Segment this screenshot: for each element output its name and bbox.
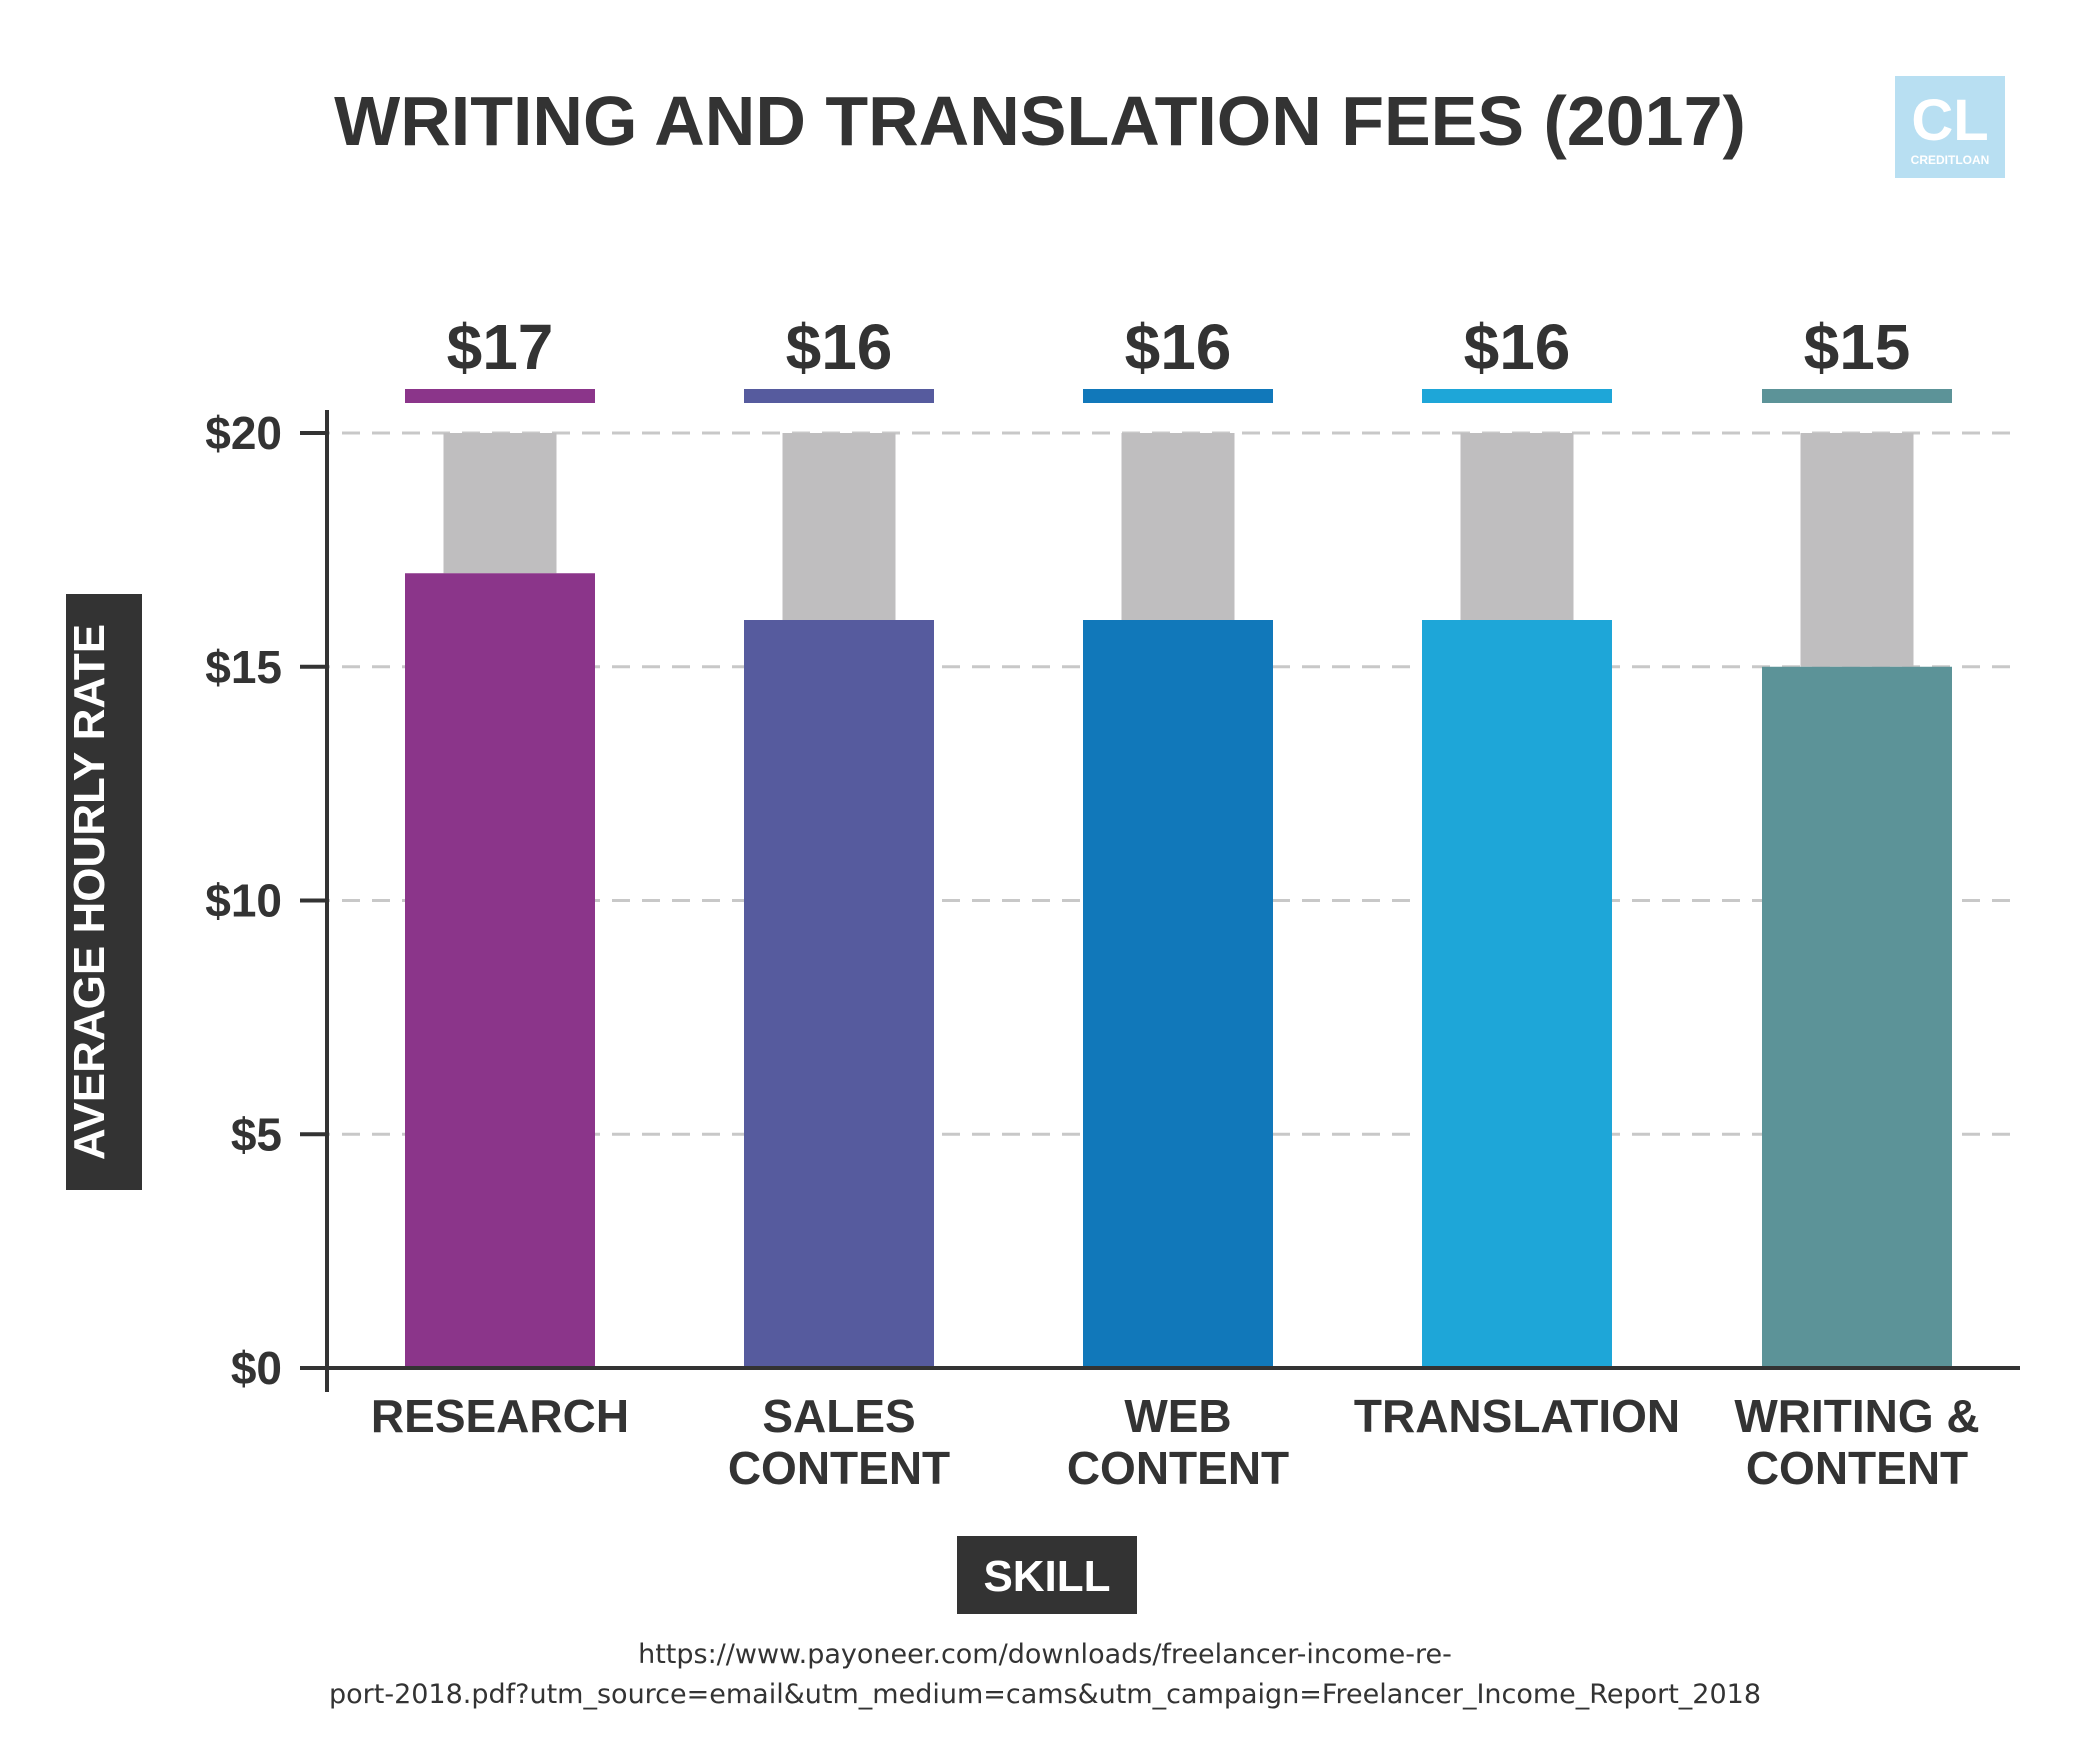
y-axis-label: AVERAGE HOURLY RATE bbox=[65, 624, 114, 1160]
bar bbox=[1422, 620, 1612, 1368]
background-bar bbox=[1121, 433, 1235, 620]
background-bar bbox=[443, 433, 557, 574]
source-line-1: https://www.payoneer.com/downloads/freel… bbox=[638, 1639, 1452, 1670]
y-tick-label: $0 bbox=[231, 1342, 282, 1394]
value-labels: $17 $16 $16 $16 $15 bbox=[447, 311, 1911, 383]
x-tick-label: WEB bbox=[1124, 1390, 1231, 1442]
data-label: $17 bbox=[447, 311, 554, 383]
background-bar bbox=[1800, 433, 1914, 667]
y-tick-label: $20 bbox=[205, 407, 282, 459]
background-bar bbox=[1460, 433, 1574, 620]
logo-subtext: CREDITLOAN bbox=[1911, 153, 1990, 167]
y-tick-label: $10 bbox=[205, 875, 282, 927]
x-tick-label: CONTENT bbox=[1746, 1442, 1968, 1494]
x-tick-label: CONTENT bbox=[1067, 1442, 1289, 1494]
data-bars bbox=[405, 573, 1952, 1368]
bar bbox=[1083, 620, 1273, 1368]
logo-text: CL bbox=[1911, 88, 1988, 153]
x-tick-label: CONTENT bbox=[728, 1442, 950, 1494]
x-axis-label-box: SKILL bbox=[957, 1536, 1137, 1614]
value-cap bbox=[1762, 389, 1952, 403]
logo-background bbox=[1895, 76, 2005, 178]
y-axis-label-box: AVERAGE HOURLY RATE bbox=[65, 594, 142, 1190]
value-cap bbox=[405, 389, 595, 403]
x-axis-label: SKILL bbox=[983, 1552, 1110, 1601]
x-axis-label-background bbox=[957, 1536, 1137, 1614]
value-cap bbox=[1422, 389, 1612, 403]
y-axis-label-background bbox=[66, 594, 142, 1190]
x-tick-label: RESEARCH bbox=[371, 1390, 629, 1442]
chart-title: WRITING AND TRANSLATION FEES (2017) bbox=[334, 82, 1746, 160]
data-label: $15 bbox=[1804, 311, 1911, 383]
source-line-2: port-2018.pdf?utm_source=email&utm_mediu… bbox=[329, 1679, 1761, 1710]
y-tick-label: $15 bbox=[205, 641, 282, 693]
value-caps bbox=[405, 389, 1952, 403]
data-label: $16 bbox=[1125, 311, 1232, 383]
y-tick-label: $5 bbox=[231, 1108, 282, 1160]
value-cap bbox=[744, 389, 934, 403]
y-axis-ticks: $0 $5 $10 $15 $20 bbox=[205, 407, 327, 1394]
background-bar bbox=[782, 433, 896, 620]
bar bbox=[405, 573, 595, 1368]
x-tick-label: TRANSLATION bbox=[1354, 1390, 1680, 1442]
data-label: $16 bbox=[786, 311, 893, 383]
bar bbox=[1762, 666, 1952, 1368]
x-tick-label: SALES bbox=[762, 1390, 915, 1442]
data-label: $16 bbox=[1464, 311, 1571, 383]
value-cap bbox=[1083, 389, 1273, 403]
x-axis-labels: RESEARCH SALESCONTENTWEBCONTENTTRANSLATIO… bbox=[371, 1390, 1980, 1494]
bar bbox=[744, 620, 934, 1368]
creditloan-logo: CL CREDITLOAN bbox=[1895, 76, 2005, 178]
x-tick-label: WRITING & bbox=[1734, 1390, 1979, 1442]
background-bars bbox=[443, 433, 1914, 667]
